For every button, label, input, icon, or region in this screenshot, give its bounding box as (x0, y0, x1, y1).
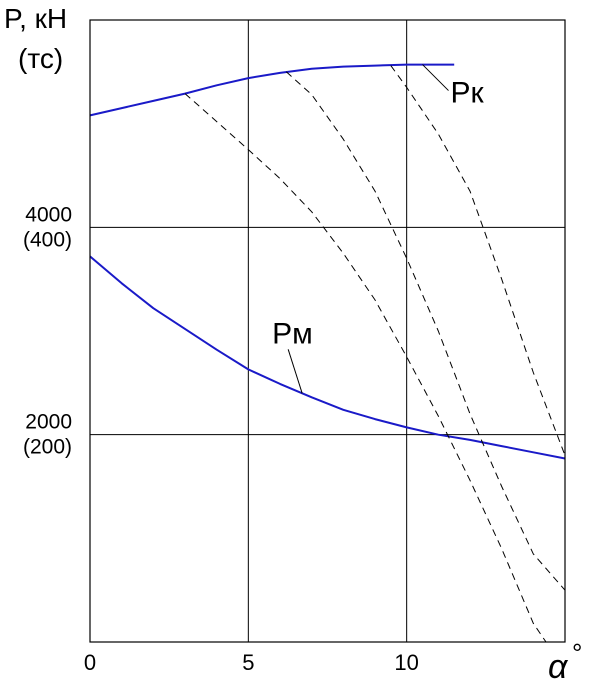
dashed-curve-1 (184, 93, 547, 643)
annotation-leader (287, 349, 303, 394)
x-tick-label: 10 (394, 650, 418, 675)
y-axis-unit: (тс) (18, 43, 63, 74)
x-tick-label: 0 (84, 650, 96, 675)
dashed-curve-2 (285, 71, 566, 591)
series-line-pk (89, 63, 455, 117)
plot-frame (89, 19, 566, 643)
series-line-pm (89, 255, 566, 460)
y-tick-sublabel: (400) (23, 228, 72, 251)
grid-layer (90, 20, 565, 642)
x-axis-symbol: α (548, 648, 569, 686)
annotation-leader (422, 64, 449, 91)
series-label: Рк (451, 77, 485, 110)
x-axis-unit: ° (572, 638, 582, 668)
x-tick-label: 5 (242, 650, 254, 675)
y-axis-title: P, кН (4, 3, 67, 34)
series-label: Рм (272, 317, 313, 350)
y-tick-label: 4000 (25, 203, 72, 226)
y-tick-label: 2000 (25, 411, 72, 434)
y-tick-sublabel: (200) (23, 436, 72, 459)
labels-layer: P, кН (тс) α ° 0 5 10 2000(200) 4000(400) Рк Р… (4, 3, 582, 686)
axes-layer (89, 19, 566, 643)
dashed-curve-3 (390, 65, 566, 456)
series-layer (89, 63, 566, 643)
